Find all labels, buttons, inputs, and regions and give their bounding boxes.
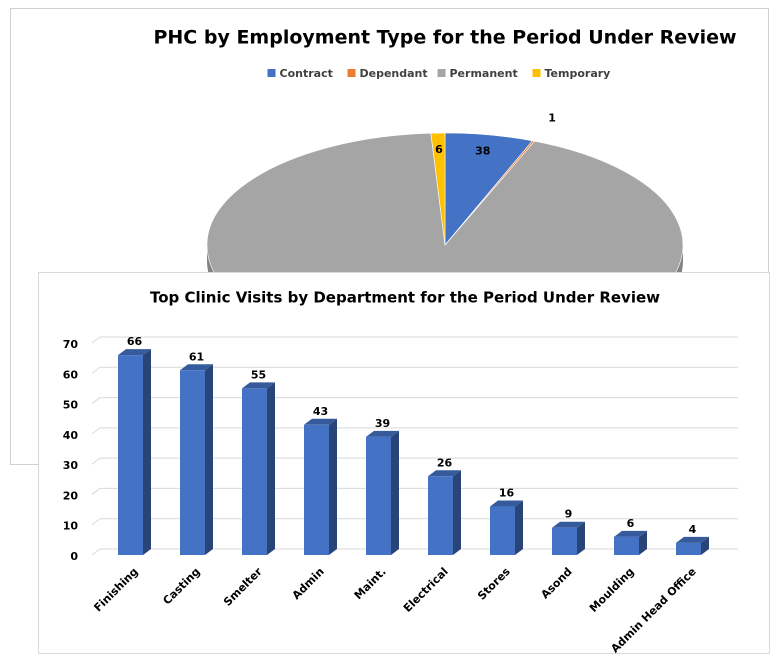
bar	[490, 506, 515, 555]
data-label: 6	[627, 517, 635, 530]
data-label: 9	[565, 508, 573, 521]
bar-top	[552, 521, 585, 528]
y-tick-label: 30	[63, 459, 79, 472]
bar-side	[143, 349, 151, 555]
data-label: 26	[437, 456, 453, 469]
bar-top	[366, 430, 399, 437]
grid-line	[91, 518, 738, 526]
legend-label: Permanent	[450, 67, 518, 80]
bar-top	[614, 530, 647, 537]
y-tick-label: 10	[63, 520, 79, 533]
legend-label: Contract	[280, 67, 333, 80]
bar	[118, 355, 143, 555]
bar-top	[676, 536, 709, 543]
bar-side	[205, 364, 213, 555]
bar-side	[577, 521, 585, 555]
pie-slice	[430, 132, 446, 246]
grid-line	[91, 397, 738, 404]
y-tick-label: 0	[70, 550, 78, 563]
data-label: 39	[375, 417, 390, 430]
y-tick-label: 60	[63, 368, 79, 381]
bar	[366, 436, 391, 555]
grid-line	[91, 548, 738, 556]
data-label: 43	[313, 405, 328, 418]
bar-side	[267, 382, 275, 555]
data-label: 55	[251, 368, 266, 381]
bar-side	[391, 430, 399, 555]
data-label: 1	[548, 112, 556, 125]
grid-line	[91, 457, 738, 465]
bar-card	[38, 272, 770, 654]
bar-side	[515, 500, 523, 555]
bar	[180, 370, 205, 555]
legend-swatch	[347, 69, 356, 77]
bar-top	[242, 382, 275, 389]
chart-title: PHC by Employment Type for the Period Un…	[153, 27, 736, 49]
legend-swatch	[437, 69, 446, 77]
grid-line	[91, 487, 738, 495]
bar-side	[329, 418, 337, 555]
data-label: 6	[435, 143, 443, 156]
bar	[552, 527, 577, 555]
grid-line	[91, 427, 738, 435]
y-tick-label: 40	[63, 429, 79, 442]
legend-swatch	[267, 69, 276, 77]
chart-title: Top Clinic Visits by Department for the …	[150, 289, 660, 307]
bar	[304, 424, 329, 555]
data-label: 66	[127, 335, 143, 348]
data-label: 61	[189, 350, 204, 363]
bar-top	[304, 418, 337, 425]
bar	[676, 542, 701, 555]
y-tick-label: 70	[63, 338, 79, 351]
bar-top	[180, 364, 213, 371]
y-tick-label: 20	[63, 489, 79, 502]
data-label: 38	[475, 144, 490, 157]
bar-side	[701, 536, 709, 555]
bar-top	[118, 349, 151, 356]
bar-side	[453, 470, 461, 555]
grid-line	[91, 366, 738, 374]
grid-line	[91, 336, 738, 344]
bar-top	[490, 500, 523, 507]
bar	[428, 476, 453, 555]
legend-label: Dependant	[360, 67, 428, 80]
data-label: 4	[689, 523, 697, 536]
data-label: 16	[499, 487, 515, 500]
legend-label: Temporary	[545, 67, 611, 80]
bar	[242, 388, 267, 555]
y-tick-label: 50	[63, 399, 79, 412]
legend-swatch	[532, 69, 541, 77]
bar	[614, 536, 639, 555]
bar-side	[639, 530, 647, 555]
bar-top	[428, 470, 461, 477]
